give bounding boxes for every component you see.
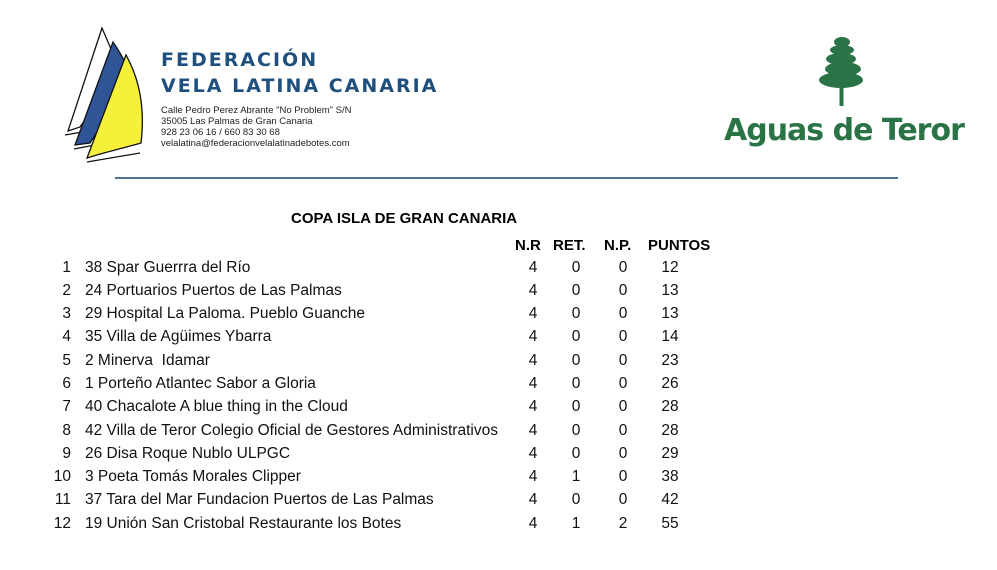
nr-value: 4: [528, 375, 538, 392]
np-value: 0: [618, 468, 628, 485]
boat-name: 2 Minerva Idamar: [85, 352, 210, 369]
federation-email: velalatina@federacionvelalatinadebotes.c…: [161, 138, 350, 149]
points-value: 38: [661, 468, 679, 485]
column-header-points: PUNTOS: [648, 237, 711, 254]
points-value: 55: [661, 515, 679, 532]
boat-name: 24 Portuarios Puertos de Las Palmas: [85, 282, 342, 299]
position: 12: [53, 515, 71, 532]
nr-value: 4: [528, 491, 538, 508]
np-value: 0: [618, 305, 628, 322]
table-row: 1 38 Spar Guerrra del Río 4 0 0 12: [0, 259, 997, 282]
points-value: 23: [661, 352, 679, 369]
boat-name: 35 Villa de Agüimes Ybarra: [85, 328, 272, 345]
boat-name: 40 Chacalote A blue thing in the Cloud: [85, 398, 348, 415]
column-header-nr: N.R: [515, 237, 541, 254]
np-value: 0: [618, 445, 628, 462]
ret-value: 1: [571, 468, 581, 485]
np-value: 0: [618, 398, 628, 415]
boat-name: 42 Villa de Teror Colegio Oficial de Ges…: [85, 422, 498, 439]
table-row: 10 3 Poeta Tomás Morales Clipper 4 1 0 3…: [0, 468, 997, 491]
ret-value: 0: [571, 328, 581, 345]
boat-name: 38 Spar Guerrra del Río: [85, 259, 251, 276]
np-value: 0: [618, 422, 628, 439]
position: 6: [62, 375, 71, 392]
table-row: 7 40 Chacalote A blue thing in the Cloud…: [0, 398, 997, 421]
ret-value: 0: [571, 259, 581, 276]
nr-value: 4: [528, 352, 538, 369]
table-row: 8 42 Villa de Teror Colegio Oficial de G…: [0, 422, 997, 445]
position: 7: [62, 398, 71, 415]
np-value: 2: [618, 515, 628, 532]
document-title: COPA ISLA DE GRAN CANARIA: [291, 210, 518, 227]
table-row: 6 1 Porteño Atlantec Sabor a Gloria 4 0 …: [0, 375, 997, 398]
position: 5: [62, 352, 71, 369]
federation-title-line2: VELA LATINA CANARIA: [161, 75, 439, 97]
nr-value: 4: [528, 305, 538, 322]
table-row: 12 19 Unión San Cristobal Restaurante lo…: [0, 515, 997, 538]
sails-logo-icon: [64, 26, 143, 163]
np-value: 0: [618, 328, 628, 345]
federation-city: 35005 Las Palmas de Gran Canaria: [161, 116, 313, 127]
ret-value: 0: [571, 375, 581, 392]
nr-value: 4: [528, 445, 538, 462]
points-value: 28: [661, 398, 679, 415]
table-row: 4 35 Villa de Agüimes Ybarra 4 0 0 14: [0, 328, 997, 351]
ret-value: 0: [571, 305, 581, 322]
nr-value: 4: [528, 398, 538, 415]
points-value: 29: [661, 445, 679, 462]
boat-name: 37 Tara del Mar Fundacion Puertos de Las…: [85, 491, 434, 508]
tree-logo-icon: [819, 37, 863, 106]
position: 8: [62, 422, 71, 439]
nr-value: 4: [528, 468, 538, 485]
column-header-ret: RET.: [553, 237, 586, 254]
ret-value: 0: [571, 491, 581, 508]
np-value: 0: [618, 259, 628, 276]
ret-value: 0: [571, 422, 581, 439]
boat-name: 1 Porteño Atlantec Sabor a Gloria: [85, 375, 316, 392]
table-row: 5 2 Minerva Idamar 4 0 0 23: [0, 352, 997, 375]
ret-value: 0: [571, 445, 581, 462]
points-value: 28: [661, 422, 679, 439]
position: 9: [62, 445, 71, 462]
points-value: 26: [661, 375, 679, 392]
np-value: 0: [618, 375, 628, 392]
table-row: 11 37 Tara del Mar Fundacion Puertos de …: [0, 491, 997, 514]
federation-phones: 928 23 06 16 / 660 83 30 68: [161, 127, 280, 138]
points-value: 42: [661, 491, 679, 508]
table-row: 2 24 Portuarios Puertos de Las Palmas 4 …: [0, 282, 997, 305]
ret-value: 0: [571, 282, 581, 299]
header-divider: [115, 177, 898, 179]
points-value: 13: [661, 305, 679, 322]
ret-value: 0: [571, 398, 581, 415]
table-row: 3 29 Hospital La Paloma. Pueblo Guanche …: [0, 305, 997, 328]
federation-title-line1: FEDERACIÓN: [161, 49, 319, 71]
boat-name: 3 Poeta Tomás Morales Clipper: [85, 468, 301, 485]
position: 2: [62, 282, 71, 299]
np-value: 0: [618, 491, 628, 508]
points-value: 13: [661, 282, 679, 299]
sponsor-name: Aguas de Teror: [724, 113, 965, 148]
ret-value: 1: [571, 515, 581, 532]
position: 11: [54, 491, 71, 508]
position: 1: [62, 259, 71, 276]
nr-value: 4: [528, 515, 538, 532]
points-value: 14: [661, 328, 679, 345]
boat-name: 29 Hospital La Paloma. Pueblo Guanche: [85, 305, 366, 322]
federation-address: Calle Pedro Perez Abrante "No Problem" S…: [161, 105, 352, 116]
nr-value: 4: [528, 328, 538, 345]
nr-value: 4: [528, 259, 538, 276]
column-header-np: N.P.: [604, 237, 632, 254]
ret-value: 0: [571, 352, 581, 369]
table-row: 9 26 Disa Roque Nublo ULPGC 4 0 0 29: [0, 445, 997, 468]
np-value: 0: [618, 282, 628, 299]
position: 3: [62, 305, 71, 322]
np-value: 0: [618, 352, 628, 369]
nr-value: 4: [528, 282, 538, 299]
points-value: 12: [661, 259, 679, 276]
boat-name: 26 Disa Roque Nublo ULPGC: [85, 445, 291, 462]
nr-value: 4: [528, 422, 538, 439]
boat-name: 19 Unión San Cristobal Restaurante los B…: [85, 515, 402, 532]
position: 10: [53, 468, 71, 485]
position: 4: [62, 328, 71, 345]
